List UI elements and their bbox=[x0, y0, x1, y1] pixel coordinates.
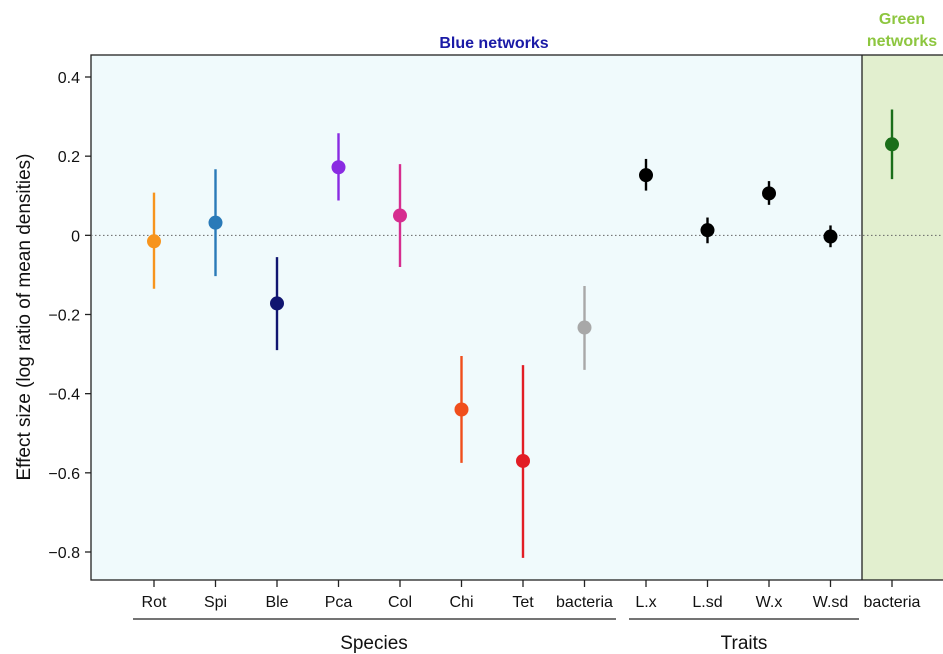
point-estimate bbox=[147, 234, 161, 249]
y-tick-label: −0.4 bbox=[48, 387, 80, 404]
point-estimate bbox=[270, 296, 284, 311]
x-tick-label: L.sd bbox=[692, 594, 722, 611]
y-tick-label: 0.4 bbox=[58, 70, 80, 87]
panel-blue-background bbox=[91, 55, 862, 580]
point-estimate bbox=[516, 453, 530, 468]
point-estimate bbox=[700, 223, 715, 238]
y-tick-label: −0.6 bbox=[48, 466, 80, 483]
x-tick-label: Spi bbox=[204, 594, 227, 611]
point-estimate bbox=[331, 160, 346, 175]
x-tick-label: Chi bbox=[449, 594, 473, 611]
x-tick-label: Col bbox=[388, 594, 412, 611]
panel-title-blue: Blue networks bbox=[439, 35, 548, 52]
panel-title-green-line1: Green bbox=[879, 11, 925, 28]
x-tick-label: Pca bbox=[325, 594, 353, 611]
point-estimate bbox=[885, 137, 899, 152]
x-tick-label: bacteria bbox=[864, 594, 921, 611]
plot-frame bbox=[90, 54, 943, 581]
group-label-species: Species bbox=[340, 633, 408, 654]
y-tick-label: −0.8 bbox=[48, 545, 80, 562]
point-estimate bbox=[393, 208, 407, 223]
group-label-traits: Traits bbox=[721, 633, 768, 654]
x-axis: Rot Spi Ble Pca Col Chi Tet bacteria L.x L.sd W.x W… bbox=[142, 580, 921, 611]
point-estimate bbox=[823, 229, 838, 244]
point-estimate bbox=[577, 320, 592, 335]
y-tick-label: 0.2 bbox=[58, 149, 80, 166]
point-estimate bbox=[639, 168, 653, 183]
point-estimate bbox=[762, 186, 776, 201]
point-estimate bbox=[208, 215, 223, 230]
x-tick-label: Rot bbox=[142, 594, 167, 611]
x-tick-label: Ble bbox=[265, 594, 288, 611]
y-axis: 0.4 0.2 0 −0.2 −0.4 −0.6 −0.8 bbox=[48, 70, 91, 562]
point-estimate bbox=[454, 402, 469, 417]
panel-title-green-line2: networks bbox=[867, 33, 937, 50]
y-axis-label: Effect size (log ratio of mean densities… bbox=[14, 153, 35, 480]
y-tick-label: −0.2 bbox=[48, 307, 80, 324]
x-tick-label: Tet bbox=[512, 594, 534, 611]
x-tick-label: L.x bbox=[635, 594, 656, 611]
y-tick-label: 0 bbox=[71, 228, 80, 245]
x-tick-label: W.sd bbox=[813, 594, 849, 611]
error-bars bbox=[147, 109, 899, 558]
x-tick-label: W.x bbox=[756, 594, 783, 611]
x-tick-label: bacteria bbox=[556, 594, 613, 611]
panel-green-background bbox=[862, 55, 943, 580]
